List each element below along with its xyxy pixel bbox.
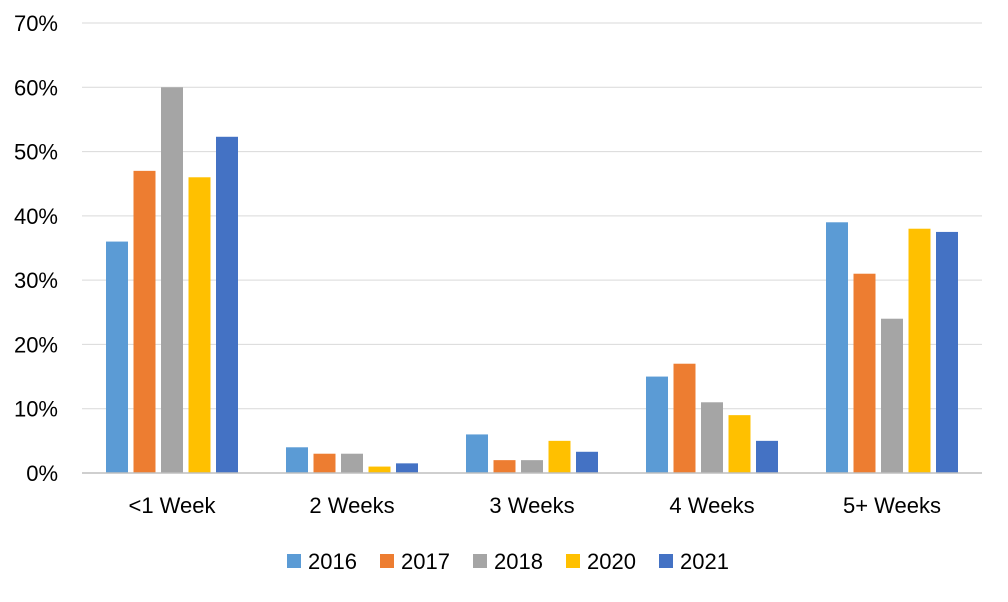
legend-swatch: [473, 554, 487, 568]
x-category-label: 3 Weeks: [489, 493, 574, 518]
bar: [936, 231, 958, 473]
bar: [466, 434, 488, 473]
y-tick-label: 30%: [14, 268, 58, 293]
legend-item: 2017: [380, 549, 450, 574]
bar: [548, 440, 571, 473]
bar-group: [106, 87, 238, 474]
legend-label: 2020: [587, 549, 636, 574]
y-tick-label: 10%: [14, 397, 58, 422]
bar-group: [466, 434, 598, 473]
legend: 2016 2017 2018 2020 2021: [287, 549, 729, 574]
bar-group: [286, 447, 418, 473]
legend-label: 2016: [308, 549, 357, 574]
x-category-label: 5+ Weeks: [843, 493, 941, 518]
bar: [521, 460, 543, 473]
bar: [576, 451, 598, 473]
x-axis-category-labels: <1 Week 2 Weeks 3 Weeks 4 Weeks 5+ Weeks: [128, 493, 941, 518]
legend-item: 2018: [473, 549, 543, 574]
bar: [673, 363, 696, 473]
legend-swatch: [659, 554, 673, 568]
bar: [493, 460, 516, 473]
legend-swatch: [287, 554, 301, 568]
legend-label: 2021: [680, 549, 729, 574]
legend-swatch: [566, 554, 580, 568]
x-category-label: 2 Weeks: [309, 493, 394, 518]
bar: [106, 241, 128, 473]
x-category-label: 4 Weeks: [669, 493, 754, 518]
bar-group: [646, 363, 778, 473]
bar: [908, 228, 931, 473]
legend-swatch: [380, 554, 394, 568]
y-tick-label: 70%: [14, 11, 58, 36]
y-tick-label: 50%: [14, 140, 58, 165]
y-tick-label: 0%: [26, 461, 58, 486]
bar: [396, 463, 418, 473]
bar: [216, 136, 238, 474]
bar: [368, 466, 391, 473]
bar: [286, 447, 308, 473]
y-tick-label: 20%: [14, 332, 58, 357]
bar: [341, 453, 363, 473]
bar: [728, 415, 751, 473]
bar: [133, 170, 156, 473]
bar-group: [826, 222, 958, 473]
legend-label: 2017: [401, 549, 450, 574]
bars: [106, 87, 958, 474]
bar: [826, 222, 848, 473]
y-axis-tick-labels: 0% 10% 20% 30% 40% 50% 60% 70%: [14, 11, 58, 486]
legend-label: 2018: [494, 549, 543, 574]
bar: [853, 273, 876, 473]
bar: [313, 453, 336, 473]
bar: [188, 177, 211, 474]
legend-item: 2016: [287, 549, 357, 574]
legend-item: 2021: [659, 549, 729, 574]
bar: [756, 440, 778, 473]
bar: [881, 318, 903, 473]
legend-item: 2020: [566, 549, 636, 574]
bar: [161, 87, 183, 474]
y-tick-label: 60%: [14, 75, 58, 100]
y-tick-label: 40%: [14, 204, 58, 229]
bar: [701, 402, 723, 473]
bar: [646, 376, 668, 473]
x-category-label: <1 Week: [128, 493, 216, 518]
